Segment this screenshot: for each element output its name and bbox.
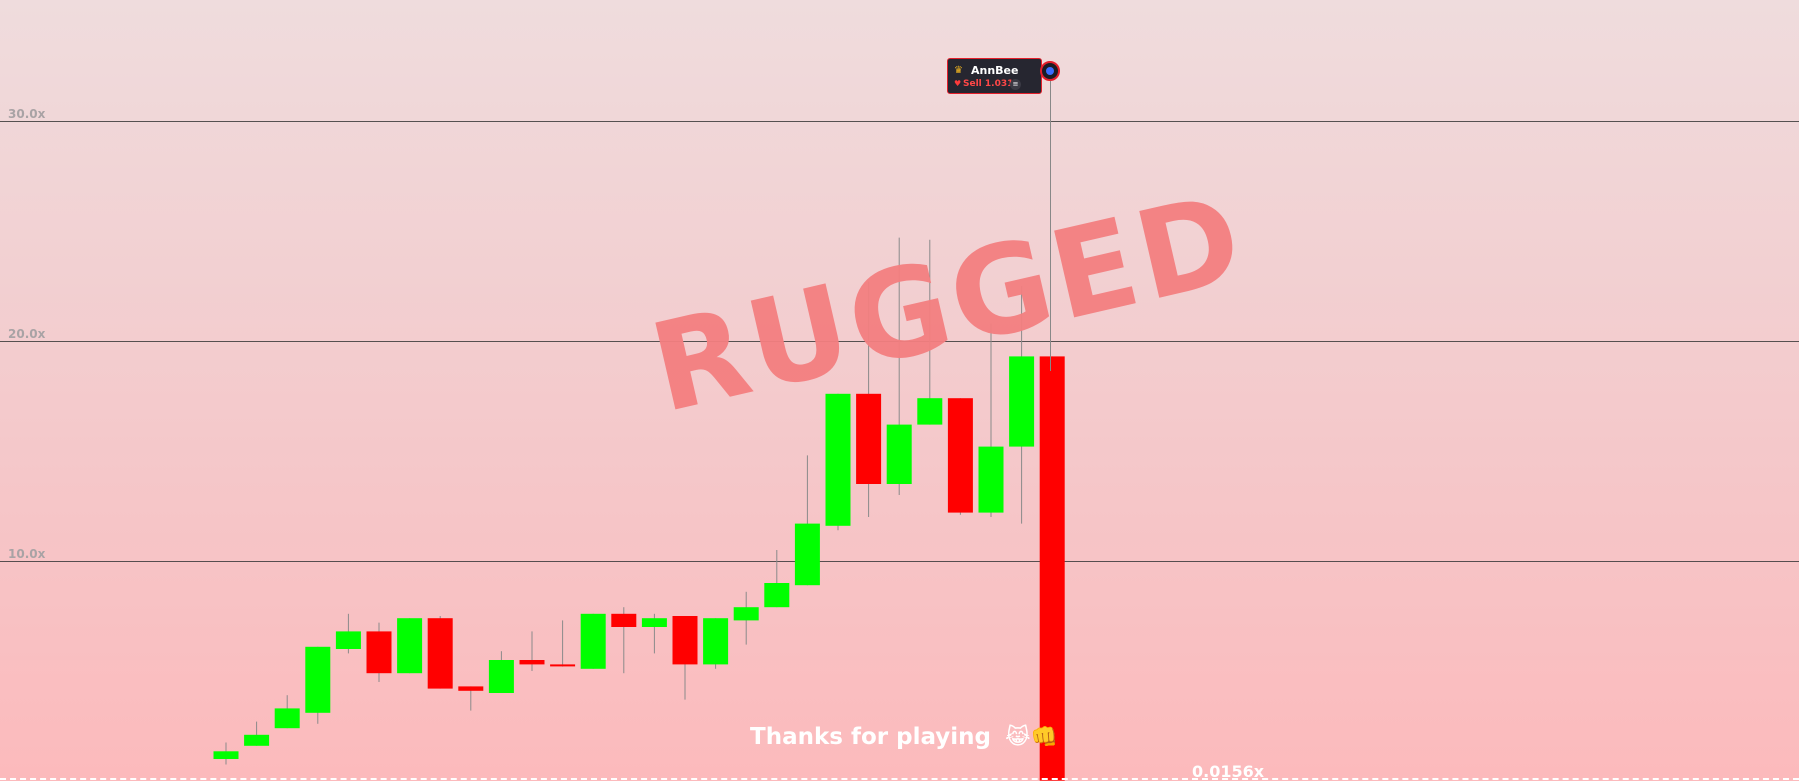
candle-body <box>825 393 851 526</box>
candle <box>550 620 576 667</box>
candle-body <box>856 393 882 484</box>
candle-body <box>794 523 820 586</box>
candle-body <box>886 424 912 484</box>
candle-body <box>274 708 300 729</box>
candle-body <box>672 616 698 665</box>
candle-body <box>213 751 239 759</box>
trade-action: Sell 1.031 <box>963 79 1014 89</box>
thanks-text: Thanks for playing <box>750 724 991 750</box>
heart-icon: ♥ <box>954 79 962 88</box>
candle-body <box>1009 356 1035 447</box>
candle-body <box>978 446 1004 513</box>
candle <box>335 613 361 654</box>
candle <box>733 591 759 645</box>
candle-body <box>244 734 270 746</box>
crown-icon: ♛ <box>954 65 963 76</box>
candle-body <box>335 631 361 649</box>
trade-dot-center <box>1046 67 1054 75</box>
candle <box>825 393 851 531</box>
candle <box>794 455 820 586</box>
candle <box>580 613 606 669</box>
candle-body <box>1039 356 1065 781</box>
candle-body <box>703 618 729 665</box>
final-multiplier: 0.0156x <box>1192 762 1265 781</box>
candle <box>611 607 637 674</box>
trade-marker-card[interactable]: ♛ AnnBee ♥ Sell 1.031 ≡ <box>947 58 1042 94</box>
candle-body <box>397 618 423 674</box>
candle <box>641 613 667 654</box>
candle-body <box>550 664 576 667</box>
candle-body <box>427 618 453 689</box>
y-tick-label: 30.0x <box>8 107 46 121</box>
thanks-message: Thanks for playing 😹👊 <box>750 724 1058 750</box>
candle <box>917 239 943 425</box>
candle <box>856 281 882 517</box>
candle-body <box>733 607 759 621</box>
candle-body <box>488 660 514 693</box>
candle <box>764 550 790 608</box>
candle <box>978 323 1004 517</box>
y-tick-label: 10.0x <box>8 547 46 561</box>
baseline-dashed-line <box>0 778 1799 780</box>
trade-username: AnnBee <box>971 64 1019 77</box>
candle-body <box>458 686 484 691</box>
candle <box>1009 286 1035 524</box>
candle <box>213 742 239 765</box>
candle <box>886 237 912 495</box>
candle <box>488 651 514 693</box>
candle <box>274 695 300 729</box>
candle-body <box>366 631 392 674</box>
candle <box>519 631 545 671</box>
grid-line-2 <box>0 561 1799 562</box>
candle <box>427 616 453 689</box>
candle <box>672 616 698 700</box>
candle-body <box>519 660 545 665</box>
candle-body <box>641 618 667 627</box>
candle <box>397 618 423 674</box>
candle <box>366 622 392 682</box>
candle <box>947 398 973 515</box>
y-tick-label: 20.0x <box>8 327 46 341</box>
candle-body <box>917 398 943 425</box>
laughing-cat-icon: 😹👊 <box>1004 725 1059 750</box>
candle <box>305 646 331 724</box>
trade-marker-line <box>1050 81 1051 371</box>
candle <box>458 686 484 711</box>
candle <box>244 721 270 746</box>
candle-body <box>611 613 637 627</box>
candle-body <box>764 583 790 608</box>
trade-marker-dot[interactable] <box>1040 61 1060 81</box>
coin-icon: ≡ <box>1010 79 1021 90</box>
candle <box>703 618 729 669</box>
candle-body <box>580 613 606 669</box>
candle <box>1039 356 1065 781</box>
grid-line-0 <box>0 121 1799 122</box>
candle-body <box>947 398 973 513</box>
candle-body <box>305 646 331 713</box>
